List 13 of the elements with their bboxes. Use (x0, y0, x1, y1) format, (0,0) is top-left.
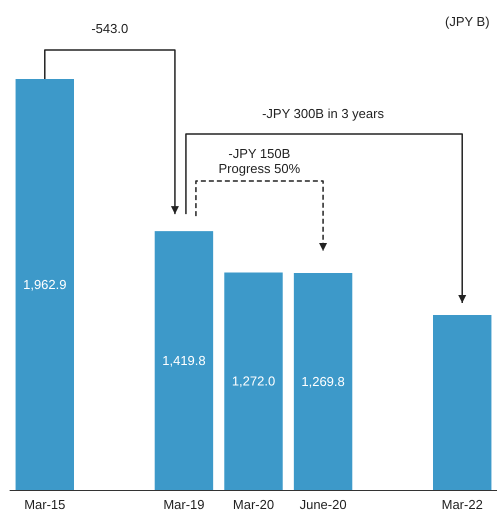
x-tick-label: June-20 (300, 497, 347, 512)
annotation: -JPY 150B Progress 50% (218, 146, 300, 176)
text: -543.0 (91, 21, 128, 36)
annotation: -JPY 300B in 3 years (262, 106, 384, 121)
data-label: 1,269.8 (301, 374, 345, 390)
x-tick-label: Mar-20 (232, 497, 274, 512)
text: (JPY B) (445, 14, 490, 29)
x-tick-label: Mar-22 (442, 497, 483, 512)
x-tick-label: Mar-19 (163, 497, 205, 512)
data-label: 1,962.9 (23, 277, 66, 292)
data-label: 1,272.0 (232, 374, 276, 389)
x-tick-label: Mar-15 (24, 497, 66, 512)
data-label: 1,419.8 (162, 353, 206, 368)
